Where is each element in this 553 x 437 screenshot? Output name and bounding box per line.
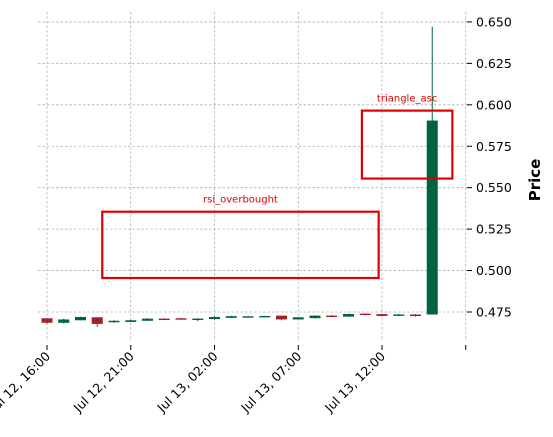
y-tick-label: 0.625 bbox=[476, 56, 512, 71]
candle-up bbox=[225, 315, 237, 319]
candle-body bbox=[276, 315, 287, 320]
x-tick-label: Jul 13, 12:00 bbox=[321, 348, 388, 415]
candle-body bbox=[309, 315, 321, 319]
y-axis: 0.475 0.500 0.525 0.550 0.575 0.600 0.625 0.650 bbox=[467, 14, 512, 319]
x-tick-label: Jul 13, 07:00 bbox=[237, 348, 304, 415]
pattern-label: triangle_asc bbox=[377, 94, 437, 105]
candle-body bbox=[41, 318, 53, 323]
candle-down bbox=[376, 313, 388, 317]
y-tick-label: 0.475 bbox=[476, 304, 512, 319]
candle-down bbox=[41, 318, 53, 324]
candle-body bbox=[75, 316, 86, 321]
candle-body bbox=[393, 314, 405, 316]
candle-body bbox=[359, 313, 371, 316]
y-tick-label: 0.575 bbox=[476, 139, 512, 154]
x-tick-label: Jul 12, 16:00 bbox=[0, 348, 53, 415]
y-tick-label: 0.550 bbox=[476, 180, 512, 195]
candle-up bbox=[343, 313, 354, 317]
y-tick-label: 0.650 bbox=[476, 14, 512, 29]
candle-body bbox=[158, 318, 170, 321]
candle-up bbox=[259, 315, 271, 318]
candle-up bbox=[426, 26, 438, 315]
candle-body bbox=[326, 315, 338, 318]
grid bbox=[38, 12, 467, 341]
pattern-box bbox=[360, 109, 454, 180]
candle-up bbox=[209, 316, 220, 320]
candle-body bbox=[410, 314, 421, 316]
y-tick-label: 0.500 bbox=[476, 263, 512, 278]
candle-up bbox=[58, 318, 70, 324]
annotations: rsi_overbought triangle_asc bbox=[101, 94, 454, 280]
y-tick-label: 0.525 bbox=[476, 222, 512, 237]
candle-body bbox=[242, 316, 254, 318]
x-tick-label: Jul 12, 21:00 bbox=[70, 348, 137, 415]
candle-body bbox=[192, 318, 204, 321]
candle-up bbox=[242, 315, 254, 318]
candle-down bbox=[175, 317, 187, 320]
x-axis: Jul 12, 16:00 Jul 12, 21:00 Jul 13, 02:00 J… bbox=[0, 345, 467, 416]
x-tick-label: Jul 13, 02:00 bbox=[153, 348, 220, 415]
candle-body bbox=[426, 120, 438, 315]
candle-body bbox=[292, 317, 304, 320]
y-axis-label: Price bbox=[526, 159, 544, 202]
candle-up bbox=[393, 313, 405, 317]
candle-down bbox=[326, 314, 338, 318]
candle-up bbox=[108, 320, 120, 323]
candle-body bbox=[259, 315, 271, 318]
candle-down bbox=[276, 315, 287, 321]
pattern-label: rsi_overbought bbox=[203, 195, 278, 206]
y-tick-label: 0.600 bbox=[476, 97, 512, 112]
candles bbox=[41, 26, 438, 327]
candle-down bbox=[359, 313, 371, 316]
candle-up bbox=[125, 319, 137, 322]
candle-down bbox=[410, 313, 421, 317]
candle-body bbox=[91, 317, 103, 324]
candle-up bbox=[292, 316, 304, 320]
candle-down bbox=[91, 317, 103, 327]
candle-body bbox=[343, 313, 354, 317]
candle-up bbox=[142, 318, 153, 321]
candle-up bbox=[309, 315, 321, 319]
candle-down bbox=[158, 318, 170, 321]
candle-body bbox=[125, 320, 137, 322]
candle-body bbox=[225, 316, 237, 318]
candle-body bbox=[376, 314, 388, 316]
candle-body bbox=[108, 320, 120, 323]
candle-body bbox=[209, 316, 220, 319]
candle-body bbox=[58, 319, 70, 323]
pattern-box bbox=[101, 210, 380, 280]
candle-up bbox=[75, 316, 86, 321]
candle-body bbox=[175, 318, 187, 320]
candle-up bbox=[192, 318, 204, 322]
candle-body bbox=[142, 318, 153, 321]
